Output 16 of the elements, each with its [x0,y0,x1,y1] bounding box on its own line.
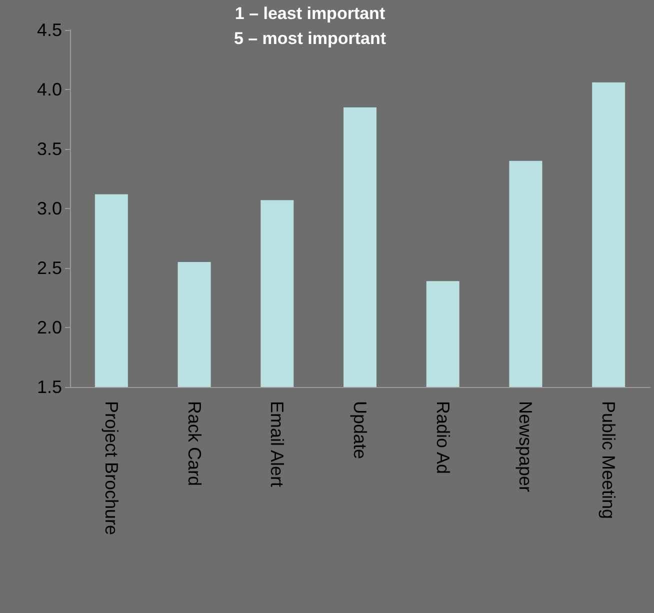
y-tick-label: 4.0 [36,80,62,100]
x-tick-label: Radio Ad [432,401,453,474]
x-tick-label: Email Alert [267,401,288,488]
x-tick-label: Rack Card [184,401,204,486]
y-tick-label: 1.5 [36,377,62,397]
x-tick-label: Project Brochure [101,401,122,536]
x-tick-label: Newspaper [516,401,536,492]
y-tick-label: 2.0 [36,318,62,338]
y-tick-label: 3.0 [36,198,62,218]
y-tick-label: 2.5 [36,258,62,278]
y-tick-label: 3.5 [36,139,62,159]
x-tick-label: Update [350,401,370,460]
x-tick-label: Public Meeting [598,401,619,520]
y-tick-label: 4.5 [36,20,62,40]
annotation: 5 – most important [234,29,386,48]
text: 1 – least important [234,4,386,23]
